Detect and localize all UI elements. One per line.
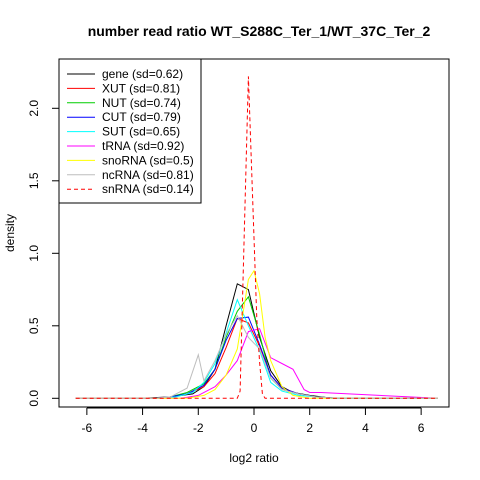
legend-label-2: NUT (sd=0.74)	[102, 96, 181, 110]
y-tick-label: 0.0	[27, 390, 41, 407]
legend-box	[58, 58, 202, 204]
series-line-6	[75, 269, 438, 399]
x-tick-label: 4	[362, 421, 369, 435]
series-line-1	[75, 317, 438, 399]
legend-label-8: snRNA (sd=0.14)	[102, 182, 194, 196]
y-axis-label: density	[3, 214, 17, 252]
y-tick-label: 2.0	[27, 100, 41, 117]
x-tick-label: -4	[137, 421, 148, 435]
series-layer	[75, 76, 438, 399]
y-tick-label: 1.0	[27, 245, 41, 262]
chart-title: number read ratio WT_S288C_Ter_1/WT_37C_…	[88, 23, 431, 39]
x-tick-label: -2	[193, 421, 204, 435]
legend-label-6: snoRNA (sd=0.5)	[102, 153, 194, 167]
x-axis-label: log2 ratio	[229, 451, 279, 465]
legend-label-5: tRNA (sd=0.92)	[102, 139, 184, 153]
legend-label-0: gene (sd=0.62)	[102, 67, 183, 81]
legend-label-1: XUT (sd=0.81)	[102, 81, 180, 95]
series-line-2	[75, 295, 438, 399]
series-line-7	[75, 314, 438, 399]
x-tick-label: 6	[418, 421, 425, 435]
y-tick-label: 1.5	[27, 172, 41, 189]
y-tick-label: 0.5	[27, 317, 41, 334]
x-tick-label: 2	[306, 421, 313, 435]
series-line-8	[75, 76, 438, 399]
series-line-5	[75, 328, 438, 399]
legend: gene (sd=0.62)XUT (sd=0.81)NUT (sd=0.74)…	[58, 58, 202, 204]
legend-label-7: ncRNA (sd=0.81)	[102, 168, 194, 182]
x-axis: -6 -4 -2 0 2 4 6	[82, 407, 425, 435]
x-tick-label: -6	[82, 421, 93, 435]
x-tick-label: 0	[251, 421, 258, 435]
legend-label-3: CUT (sd=0.79)	[102, 110, 181, 124]
y-axis: 0.0 0.5 1.0 1.5 2.0	[27, 100, 60, 407]
legend-label-4: SUT (sd=0.65)	[102, 125, 180, 139]
